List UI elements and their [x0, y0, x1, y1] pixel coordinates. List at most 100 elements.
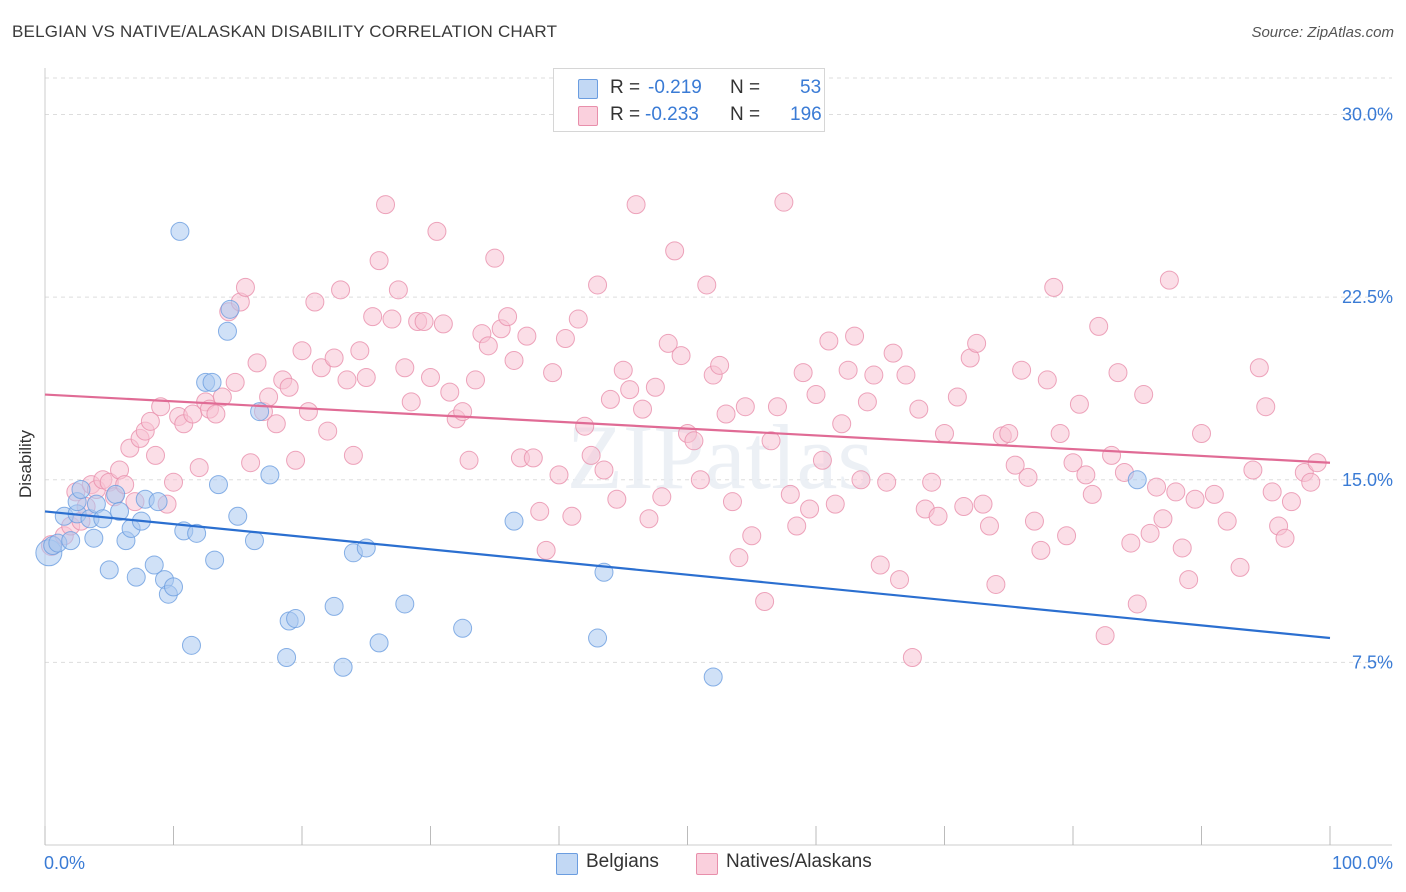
- native-point: [1301, 472, 1321, 492]
- belgian-point: [333, 657, 353, 677]
- native-point: [1140, 523, 1160, 543]
- native-point: [780, 484, 800, 504]
- native-point: [1044, 277, 1064, 297]
- native-point: [1057, 526, 1077, 546]
- native-point: [1108, 363, 1128, 383]
- natives-alaskans-points: [40, 192, 1327, 668]
- native-point: [562, 506, 582, 526]
- axes: [44, 68, 1392, 846]
- native-point: [146, 445, 166, 465]
- native-point: [954, 497, 974, 517]
- native-point: [1153, 509, 1173, 529]
- r-value: -0.219: [648, 77, 702, 98]
- native-point: [292, 341, 312, 361]
- native-point: [459, 450, 479, 470]
- native-point: [1127, 594, 1147, 614]
- native-point: [266, 414, 286, 434]
- native-point: [935, 423, 954, 443]
- native-point: [369, 251, 389, 271]
- native-point: [247, 353, 267, 373]
- belgian-point: [1127, 470, 1147, 490]
- native-point: [298, 402, 318, 422]
- native-point: [986, 574, 1006, 594]
- belgian-point: [71, 480, 91, 500]
- native-point: [164, 472, 183, 492]
- native-point: [478, 336, 498, 356]
- x-tick-label: 0.0%: [44, 853, 85, 873]
- native-point: [356, 367, 376, 387]
- native-point: [1281, 492, 1301, 512]
- native-point: [421, 367, 440, 387]
- native-point: [883, 343, 903, 363]
- native-point: [633, 399, 653, 419]
- n-value: 196: [790, 104, 822, 125]
- native-point: [735, 397, 755, 417]
- native-point: [613, 360, 633, 380]
- native-point: [279, 377, 299, 397]
- native-point: [1050, 423, 1070, 443]
- native-point: [742, 526, 762, 546]
- y-tick-label: 22.5%: [1342, 287, 1393, 307]
- native-point: [973, 494, 993, 514]
- native-point: [395, 358, 415, 378]
- legend-label: Belgians: [586, 851, 659, 872]
- native-point: [555, 329, 575, 349]
- native-point: [928, 506, 948, 526]
- native-point: [922, 472, 942, 492]
- belgian-point: [144, 555, 164, 575]
- native-point: [600, 389, 620, 409]
- x-tick-label: 100.0%: [1332, 853, 1393, 873]
- native-point: [1121, 533, 1141, 553]
- belgian-point: [202, 372, 222, 392]
- native-point: [761, 431, 781, 451]
- native-point: [1172, 538, 1192, 558]
- belgians-trend-line: [44, 510, 1331, 640]
- native-point: [337, 370, 357, 390]
- native-point: [549, 465, 569, 485]
- native-point: [581, 445, 601, 465]
- belgian-point: [148, 492, 168, 512]
- native-point: [1166, 482, 1186, 502]
- native-point: [305, 292, 325, 312]
- belgians-swatch: [556, 853, 578, 875]
- belgian-point: [504, 511, 524, 531]
- native-point: [665, 241, 685, 261]
- native-point: [658, 333, 678, 353]
- native-point: [401, 392, 421, 412]
- n-label: N =: [730, 77, 761, 98]
- native-point: [793, 363, 813, 383]
- native-point: [832, 414, 852, 434]
- belgian-point: [208, 475, 228, 495]
- native-point: [440, 382, 460, 402]
- r-label: R =: [610, 104, 641, 125]
- native-point: [575, 416, 595, 436]
- native-point: [433, 314, 453, 334]
- native-point: [767, 397, 787, 417]
- belgian-point: [588, 628, 608, 648]
- native-point: [311, 358, 331, 378]
- native-point: [716, 404, 736, 424]
- r-label: R =: [610, 77, 641, 98]
- native-point: [1037, 370, 1057, 390]
- native-point: [536, 540, 556, 560]
- native-point: [318, 421, 338, 441]
- native-point: [1082, 484, 1102, 504]
- native-point: [1076, 465, 1096, 485]
- native-point: [979, 516, 999, 536]
- belgian-point: [260, 465, 280, 485]
- belgian-point: [181, 635, 201, 655]
- native-point: [206, 404, 226, 424]
- native-point: [877, 472, 897, 492]
- belgian-point: [187, 523, 207, 543]
- r-value: -0.233: [645, 104, 699, 125]
- belgian-point: [453, 618, 473, 638]
- native-point: [729, 548, 749, 568]
- native-point: [652, 487, 672, 507]
- native-point: [189, 458, 209, 478]
- belgian-point: [286, 609, 306, 629]
- belgian-point: [164, 577, 183, 597]
- y-tick-label: 7.5%: [1352, 652, 1393, 672]
- native-point: [376, 195, 396, 215]
- native-point: [343, 445, 363, 465]
- native-point: [851, 470, 871, 490]
